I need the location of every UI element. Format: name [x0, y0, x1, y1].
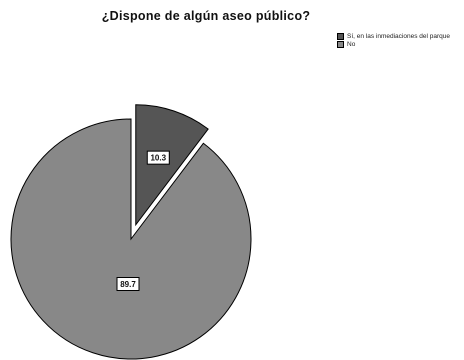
pie-slice-si	[135, 104, 209, 227]
svg-text:10.3: 10.3	[150, 154, 166, 163]
legend-item-si: Sí, en las inmediaciones del parque	[337, 33, 463, 40]
legend-label-no: No	[347, 41, 356, 48]
chart-title: ¿Dispone de algún aseo público?	[101, 9, 311, 23]
chart-legend: Sí, en las inmediaciones del parque No	[337, 33, 463, 49]
legend-swatch-no	[337, 41, 344, 48]
data-label-si: 10.3	[146, 150, 170, 165]
pie-slice-no	[10, 118, 252, 360]
legend-swatch-si	[337, 33, 344, 40]
svg-text:89.7: 89.7	[120, 280, 136, 289]
legend-item-no: No	[337, 41, 463, 48]
data-label-no: 89.7	[116, 277, 140, 291]
legend-label-si: Sí, en las inmediaciones del parque	[347, 33, 450, 40]
